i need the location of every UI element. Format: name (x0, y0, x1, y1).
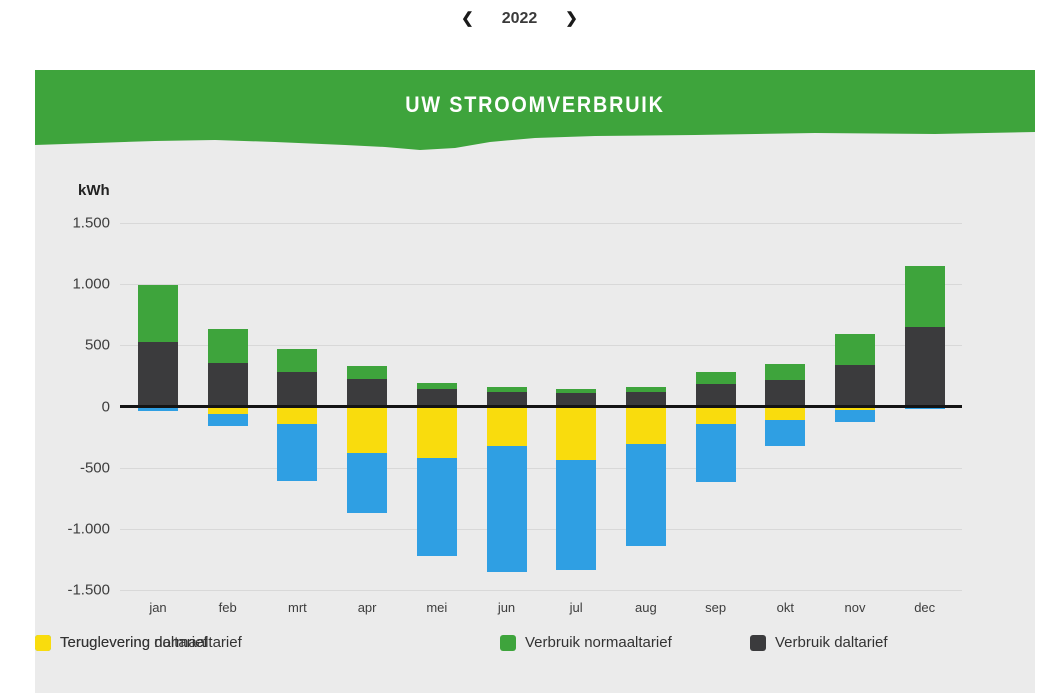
bar-segment-teruglevering-daltarief-aug[interactable] (625, 406, 666, 444)
x-tick-label-sep: sep (705, 600, 727, 615)
previous-year-button chevron-left-icon[interactable]: ❮ (461, 10, 474, 27)
bar-segment-teruglevering-daltarief-jun[interactable] (486, 406, 527, 446)
bar-segment-verbruik-daltarief-jan[interactable] (138, 341, 178, 407)
bar-segment-verbruik-daltarief-sep[interactable] (695, 384, 736, 407)
bar-segment-teruglevering-normaaltarief-mei[interactable] (416, 457, 457, 557)
bar-segment-verbruik-normaaltarief-nov[interactable] (835, 333, 875, 366)
bar-segment-verbruik-normaaltarief-dec[interactable] (904, 266, 945, 328)
x-tick-label-dec: dec (914, 600, 936, 615)
bar-segment-verbruik-normaaltarief-feb[interactable] (207, 328, 248, 363)
bar-segment-verbruik-daltarief-aug[interactable] (625, 392, 666, 407)
page-title: UW STROOMVERBRUIK (405, 92, 665, 117)
bar-segment-verbruik-normaaltarief-jun[interactable] (486, 386, 527, 392)
legend-item-teruglevering-daltarief[interactable]: Teruglevering daltarief (35, 634, 208, 651)
year-label: 2022 (501, 10, 538, 27)
legend-swatch-teruglevering-daltarief (35, 634, 51, 651)
gridline (120, 283, 962, 285)
legend-label: Teruglevering normaaltarief (60, 634, 242, 651)
bar-segment-verbruik-daltarief-apr[interactable] (347, 378, 388, 407)
x-tick-label-jun: jun (497, 600, 516, 615)
bar-segment-verbruik-daltarief-mei[interactable] (416, 388, 457, 407)
legend-swatch-verbruik-normaaltarief (500, 634, 516, 651)
bar-segment-teruglevering-normaaltarief-okt[interactable] (765, 419, 806, 447)
bar-segment-verbruik-normaaltarief-sep[interactable] (695, 372, 736, 385)
bar-segment-verbruik-daltarief-jun[interactable] (486, 391, 527, 407)
x-tick-label-feb: feb (218, 600, 237, 615)
gridline (120, 529, 962, 531)
bar-segment-verbruik-daltarief-jul[interactable] (556, 393, 597, 407)
bar-segment-teruglevering-normaaltarief-jul[interactable] (556, 459, 597, 571)
bar-segment-teruglevering-normaaltarief-nov[interactable] (835, 410, 875, 422)
x-tick-label-mrt: mrt (288, 600, 307, 615)
gridline (120, 590, 962, 592)
bar-segment-teruglevering-daltarief-sep[interactable] (695, 406, 736, 425)
gridline (120, 467, 962, 469)
electricity-usage-panel: UW STROOMVERBRUIK kWh 1.500 1.000 500 0 -500… (35, 70, 1035, 693)
y-tick-label: -1.000 (67, 520, 110, 538)
gridline (120, 222, 962, 224)
bar-segment-teruglevering-daltarief-mrt[interactable] (277, 406, 318, 425)
y-tick-label: -500 (79, 459, 110, 477)
bar-segment-teruglevering-daltarief-jul[interactable] (556, 406, 597, 460)
legend-swatch-verbruik-daltarief (750, 634, 766, 651)
bar-segment-verbruik-normaaltarief-apr[interactable] (347, 366, 388, 379)
bar-segment-verbruik-normaaltarief-mei[interactable] (416, 383, 457, 389)
y-tick-label: 1.500 (72, 214, 110, 232)
legend-label: Verbruik daltarief (775, 634, 888, 651)
bar-segment-verbruik-daltarief-dec[interactable] (904, 327, 945, 407)
bar-segment-verbruik-daltarief-mrt[interactable] (277, 371, 318, 407)
legend-item-verbruik-normaaltarief[interactable]: Verbruik normaaltarief (500, 634, 672, 651)
y-axis-unit-label: kWh (78, 182, 110, 199)
bar-segment-teruglevering-normaaltarief-jun[interactable] (486, 445, 527, 572)
bar-segment-teruglevering-normaaltarief-feb[interactable] (207, 414, 248, 427)
y-tick-label: 0 (101, 398, 110, 415)
x-tick-label-aug: aug (635, 600, 657, 615)
gridline (120, 345, 962, 347)
legend-item-verbruik-daltarief[interactable]: Verbruik daltarief (750, 634, 888, 651)
bar-segment-teruglevering-normaaltarief-jan[interactable] (138, 406, 178, 411)
bar-segment-teruglevering-daltarief-nov[interactable] (835, 406, 875, 411)
banner-background (35, 70, 1035, 150)
y-tick-label: 500 (84, 336, 110, 354)
x-tick-label-nov: nov (844, 600, 866, 615)
bar-segment-verbruik-normaaltarief-mrt[interactable] (277, 349, 318, 372)
bar-segment-teruglevering-normaaltarief-mrt[interactable] (277, 424, 318, 481)
bar-segment-teruglevering-daltarief-mei[interactable] (416, 406, 457, 458)
x-tick-label-okt: okt (776, 600, 794, 615)
bar-segment-teruglevering-normaaltarief-sep[interactable] (695, 424, 736, 482)
y-tick-label: 1.000 (72, 275, 110, 293)
x-tick-label-mei: mei (426, 600, 448, 615)
bar-segment-verbruik-normaaltarief-jan[interactable] (138, 285, 178, 342)
y-tick-label: -1.500 (67, 581, 110, 599)
bar-segment-teruglevering-normaaltarief-apr[interactable] (347, 453, 388, 514)
legend-label: Teruglevering daltarief (60, 634, 208, 651)
bar-segment-teruglevering-normaaltarief-aug[interactable] (625, 443, 666, 547)
zero-axis-line (120, 405, 962, 408)
bar-segment-teruglevering-daltarief-apr[interactable] (347, 406, 388, 454)
bar-segment-teruglevering-daltarief-okt[interactable] (765, 406, 806, 420)
bar-segment-verbruik-daltarief-okt[interactable] (765, 379, 806, 407)
x-tick-label-jul: jul (569, 600, 583, 615)
bar-segment-verbruik-normaaltarief-jul[interactable] (556, 388, 597, 393)
x-tick-label-jan: jan (149, 600, 167, 615)
x-tick-label-apr: apr (357, 600, 377, 615)
bar-segment-verbruik-daltarief-nov[interactable] (835, 365, 875, 407)
bar-segment-teruglevering-daltarief-feb[interactable] (207, 406, 248, 415)
bar-segment-verbruik-normaaltarief-okt[interactable] (765, 364, 806, 380)
next-year-button chevron-right-icon[interactable]: ❯ (565, 10, 578, 27)
bar-segment-verbruik-daltarief-feb[interactable] (207, 362, 248, 407)
year-navigation: ❮ 2022 ❯ (0, 8, 1039, 30)
legend-label: Verbruik normaaltarief (525, 634, 672, 651)
stacked-bar-chart: kWh 1.500 1.000 500 0 -500 -1.000 -1.500 jan feb… (35, 70, 1035, 693)
bar-segment-verbruik-normaaltarief-aug[interactable] (625, 387, 666, 393)
